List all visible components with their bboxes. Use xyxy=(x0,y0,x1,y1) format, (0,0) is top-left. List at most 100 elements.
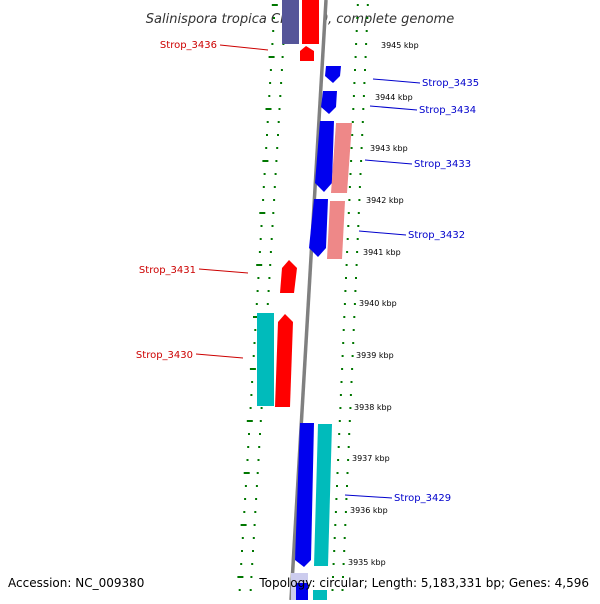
feature-bottom-cyan[interactable] xyxy=(313,590,327,600)
track-dot xyxy=(257,277,260,279)
track-dot xyxy=(356,17,359,19)
track-dot xyxy=(342,563,345,565)
track-dot xyxy=(259,212,266,214)
track-dot xyxy=(255,498,258,500)
track-dot xyxy=(332,576,334,578)
track-dot xyxy=(352,108,355,110)
track-dot xyxy=(276,147,279,149)
track-dot xyxy=(281,56,284,58)
track-dot xyxy=(257,459,260,461)
track-dot xyxy=(341,368,344,370)
track-dot xyxy=(253,316,259,318)
feature-red-top[interactable] xyxy=(302,0,319,44)
track-dot xyxy=(252,355,255,357)
track-dot xyxy=(346,485,348,487)
track-dot xyxy=(271,225,274,227)
track-dot xyxy=(259,420,262,422)
feature-cyan-3429[interactable] xyxy=(314,424,332,566)
gene-label-strop-3434[interactable]: Strop_3434 xyxy=(419,105,476,116)
gene-label-strop-3431[interactable]: Strop_3431 xyxy=(139,265,196,276)
track-dot xyxy=(338,433,341,435)
track-dot xyxy=(351,355,354,357)
gene-label-strop-3432[interactable]: Strop_3432 xyxy=(408,230,465,241)
track-dot xyxy=(265,108,272,110)
track-dot xyxy=(336,472,339,474)
track-dot xyxy=(350,147,353,149)
track-dot xyxy=(348,433,351,435)
track-dot xyxy=(246,459,249,461)
track-dot xyxy=(352,95,355,97)
track-dot xyxy=(353,316,356,318)
track-dot xyxy=(338,420,341,422)
gene-features xyxy=(257,0,352,600)
gene-strop-3435[interactable] xyxy=(325,66,341,83)
track-dot xyxy=(337,459,340,461)
feature-cyan-3430[interactable] xyxy=(257,313,274,406)
scale-tick-label: 3945 kbp xyxy=(381,41,419,50)
track-dot xyxy=(269,251,272,253)
track-dot xyxy=(334,524,337,526)
track-dot xyxy=(339,407,342,409)
track-dot xyxy=(274,173,277,175)
track-dot xyxy=(279,95,282,97)
scale-tick-label: 3936 kbp xyxy=(350,506,388,515)
track-dot xyxy=(354,290,357,292)
feature-bottom-blue[interactable] xyxy=(296,583,308,600)
track-dot xyxy=(362,108,365,110)
gene-strop-3436[interactable] xyxy=(300,46,314,61)
track-dot xyxy=(356,238,359,240)
track-dot xyxy=(342,576,344,578)
track-dot xyxy=(247,446,250,448)
track-dot xyxy=(272,30,275,32)
feature-pink-3433[interactable] xyxy=(331,123,352,193)
track-dot xyxy=(254,329,257,331)
feature-purple-top[interactable] xyxy=(282,0,299,44)
track-dot xyxy=(332,563,335,565)
track-dot xyxy=(347,225,350,227)
track-dot xyxy=(351,134,354,136)
scale-tick-label: 3944 kbp xyxy=(375,93,413,102)
track-dot xyxy=(343,537,346,539)
track-dot xyxy=(265,147,268,149)
track-dot xyxy=(260,407,263,409)
track-dot xyxy=(237,576,244,578)
right-gene-labels: Strop_3435 Strop_3434 Strop_3433 Strop_3… xyxy=(344,78,479,504)
gene-strop-3434[interactable] xyxy=(321,91,337,114)
leader-line xyxy=(364,159,413,165)
gene-strop-3433[interactable] xyxy=(315,121,334,192)
track-dot xyxy=(249,368,256,370)
ring-dotted-tracks xyxy=(237,4,369,591)
track-dot xyxy=(266,134,268,136)
feature-pink-3432[interactable] xyxy=(327,201,345,259)
gene-strop-3430[interactable] xyxy=(275,314,293,407)
leader-line xyxy=(344,494,393,499)
leader-line xyxy=(358,230,407,236)
gene-strop-3429[interactable] xyxy=(295,423,314,567)
leader-line xyxy=(219,44,269,51)
track-dot xyxy=(280,82,283,84)
gene-label-strop-3436[interactable]: Strop_3436 xyxy=(160,40,217,51)
gene-strop-3432[interactable] xyxy=(309,199,328,257)
track-dot xyxy=(271,43,274,45)
track-dot xyxy=(344,511,347,513)
gene-label-strop-3430[interactable]: Strop_3430 xyxy=(136,350,193,361)
gene-strop-3431[interactable] xyxy=(280,260,297,293)
track-dot xyxy=(248,433,250,435)
scale-tick-label: 3937 kbp xyxy=(352,454,390,463)
track-dot xyxy=(365,30,368,32)
track-dot xyxy=(352,342,355,344)
track-dot xyxy=(269,69,272,71)
gene-label-strop-3429[interactable]: Strop_3429 xyxy=(394,493,451,504)
gene-label-strop-3433[interactable]: Strop_3433 xyxy=(414,159,471,170)
leader-line xyxy=(195,353,244,359)
gene-label-strop-3435[interactable]: Strop_3435 xyxy=(422,78,479,89)
track-dot xyxy=(363,82,366,84)
track-dot xyxy=(336,485,338,487)
track-dot xyxy=(267,290,270,292)
track-dot xyxy=(354,56,357,58)
track-dot xyxy=(256,264,263,266)
accession-text: Accession: NC_009380 xyxy=(8,576,144,590)
track-dot xyxy=(366,17,369,19)
track-dot xyxy=(352,329,355,331)
